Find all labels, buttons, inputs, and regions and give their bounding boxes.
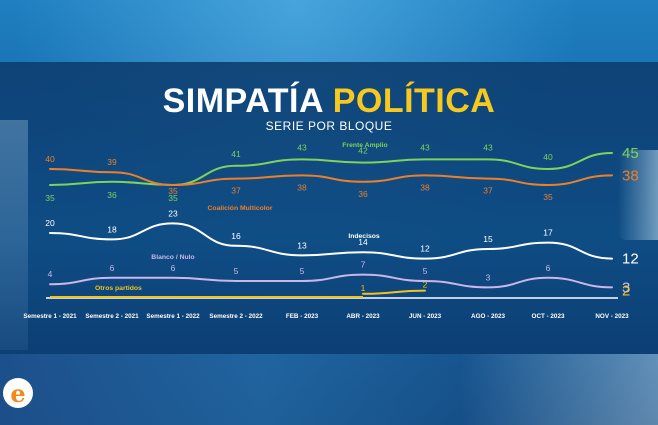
series-line-3 bbox=[49, 273, 613, 289]
data-label: 5 bbox=[234, 266, 239, 276]
data-label: 35 bbox=[45, 193, 55, 203]
data-label: 43 bbox=[297, 142, 307, 152]
data-label: 18 bbox=[107, 224, 117, 234]
background-scene bbox=[0, 354, 658, 425]
x-tick-label: ABR - 2023 bbox=[346, 313, 380, 320]
x-tick-label: Semestre 2 - 2021 bbox=[85, 313, 139, 320]
x-tick-label: NOV - 2023 bbox=[595, 313, 629, 320]
data-label: 39 bbox=[107, 157, 117, 167]
data-label: 20 bbox=[45, 218, 55, 228]
data-label: 38 bbox=[420, 182, 430, 192]
series-name-label: Frente Amplio bbox=[342, 142, 387, 149]
series-line-1 bbox=[49, 168, 613, 187]
title-part-1: SIMPATÍA bbox=[162, 82, 323, 120]
data-label: 12 bbox=[420, 244, 430, 254]
data-label: 1 bbox=[361, 283, 366, 293]
series-name-label: Otros partidos bbox=[95, 285, 142, 292]
data-label: 43 bbox=[483, 142, 493, 152]
x-tick-label: JUN - 2023 bbox=[409, 313, 442, 320]
chart-title: SIMPATÍA POLÍTICA bbox=[0, 82, 658, 121]
background-building bbox=[0, 120, 28, 350]
chart-panel bbox=[0, 62, 658, 354]
data-label: 45 bbox=[622, 145, 639, 162]
data-label: 13 bbox=[297, 240, 307, 250]
data-label: 5 bbox=[300, 266, 305, 276]
x-tick-label: Semestre 2 - 2022 bbox=[209, 313, 263, 320]
x-tick-label: FEB - 2023 bbox=[286, 313, 319, 320]
data-label: 42 bbox=[358, 146, 368, 156]
series-line-2 bbox=[49, 222, 613, 260]
data-label: 41 bbox=[231, 149, 241, 159]
data-label: 16 bbox=[231, 231, 241, 241]
data-label: 2 bbox=[423, 280, 428, 290]
data-label: 3 bbox=[486, 272, 491, 282]
background-shape bbox=[618, 150, 658, 240]
title-part-2: POLÍTICA bbox=[332, 82, 496, 120]
x-tick-label: OCT - 2023 bbox=[532, 313, 565, 320]
data-label: 6 bbox=[110, 263, 115, 273]
series-line-4 bbox=[362, 289, 426, 295]
data-label: 15 bbox=[483, 234, 493, 244]
data-label: 38 bbox=[297, 182, 307, 192]
data-label: 23 bbox=[168, 208, 178, 218]
data-label: 40 bbox=[45, 154, 55, 164]
series-line-0 bbox=[49, 152, 613, 187]
data-label: 43 bbox=[420, 142, 430, 152]
data-label: 6 bbox=[546, 263, 551, 273]
data-label: 3 bbox=[622, 279, 630, 296]
series-name-label: Indecisos bbox=[348, 233, 380, 240]
data-label: 36 bbox=[358, 189, 368, 199]
series-name-label: Coalición Multicolor bbox=[208, 205, 273, 212]
data-label: 2 bbox=[622, 283, 630, 300]
x-tick-label: Semestre 1 - 2022 bbox=[146, 313, 200, 320]
chart-subtitle: SERIE POR BLOQUE bbox=[265, 119, 393, 133]
data-label: 6 bbox=[171, 263, 176, 273]
data-label: 35 bbox=[543, 192, 553, 202]
data-label: 38 bbox=[622, 167, 639, 184]
x-tick-label: Semestre 1 - 2021 bbox=[23, 313, 77, 320]
brand-logo: e bbox=[3, 378, 33, 408]
logo-letter: e bbox=[10, 378, 26, 408]
data-label: 17 bbox=[543, 228, 553, 238]
data-label: 12 bbox=[622, 251, 639, 268]
x-tick-label: AGO - 2023 bbox=[471, 313, 505, 320]
data-label: 14 bbox=[358, 237, 368, 247]
data-label: 35 bbox=[168, 186, 178, 196]
data-label: 37 bbox=[231, 186, 241, 196]
data-label: 4 bbox=[48, 269, 53, 279]
data-label: 40 bbox=[543, 152, 553, 162]
data-label: 36 bbox=[107, 190, 117, 200]
data-label: 5 bbox=[423, 266, 428, 276]
data-label: 35 bbox=[168, 193, 178, 203]
data-label: 37 bbox=[483, 186, 493, 196]
data-label: 7 bbox=[361, 260, 366, 270]
series-name-label: Blanco / Nulo bbox=[151, 254, 194, 261]
